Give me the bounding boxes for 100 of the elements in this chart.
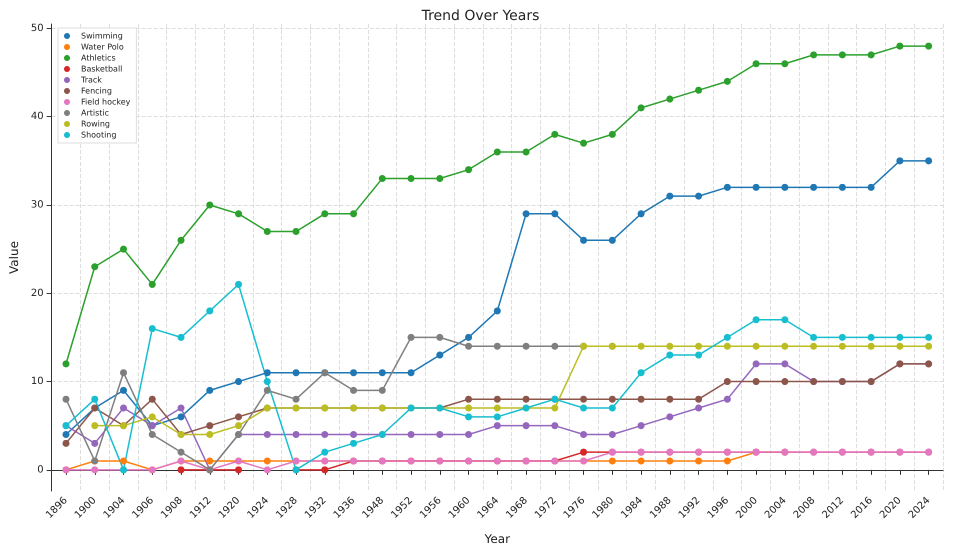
point (695, 352, 702, 359)
point (321, 448, 328, 456)
point (724, 457, 731, 464)
point (752, 184, 760, 191)
legend-label: Track (80, 76, 102, 84)
point (408, 334, 415, 341)
point (148, 431, 156, 438)
y-tick-label: 20 (30, 288, 44, 299)
point (608, 130, 616, 138)
point (724, 184, 731, 191)
point (925, 157, 932, 164)
point (838, 184, 846, 191)
point (178, 448, 185, 456)
point (148, 413, 156, 420)
point (551, 342, 558, 350)
point (781, 184, 788, 191)
point (522, 210, 530, 218)
point (120, 369, 128, 376)
point (608, 396, 616, 403)
point (264, 466, 271, 474)
point (465, 431, 472, 438)
point (666, 352, 674, 359)
point (781, 342, 788, 350)
point (810, 184, 818, 191)
point (666, 457, 674, 464)
point (178, 236, 185, 244)
point (206, 422, 214, 430)
point (522, 342, 530, 350)
point (580, 404, 588, 412)
point (321, 466, 328, 474)
legend-label: Athletics (81, 54, 116, 62)
point (896, 42, 904, 50)
point (925, 342, 932, 350)
legend-label: Fencing (81, 86, 112, 96)
point (724, 78, 731, 85)
point (781, 60, 788, 68)
point (206, 386, 214, 394)
point (695, 457, 702, 464)
point (235, 210, 242, 218)
point (666, 96, 674, 103)
point (896, 157, 904, 164)
point (120, 386, 128, 394)
point (292, 228, 300, 235)
point (781, 360, 788, 368)
point (494, 422, 501, 430)
point (666, 342, 674, 350)
point (752, 378, 760, 386)
y-tick-label: 50 (30, 22, 44, 34)
point (408, 174, 415, 182)
point (638, 210, 645, 218)
y-axis-title: Value (7, 241, 21, 274)
point (494, 342, 501, 350)
point (868, 184, 875, 191)
point (551, 210, 558, 218)
x-axis-title: Year (484, 532, 510, 546)
point (810, 51, 818, 58)
point (235, 378, 242, 386)
point (408, 431, 415, 438)
point (608, 457, 616, 464)
point (350, 369, 358, 376)
legend-label: Artistic (81, 108, 110, 118)
point (695, 342, 702, 350)
point (580, 236, 588, 244)
point (120, 246, 128, 253)
point (638, 369, 645, 376)
point (724, 334, 731, 341)
point (925, 42, 932, 50)
point (148, 325, 156, 332)
point (350, 431, 358, 438)
legend-label: Swimming (81, 32, 123, 40)
point (781, 378, 788, 386)
point (465, 342, 472, 350)
point (62, 431, 70, 438)
point (752, 60, 760, 68)
point (522, 148, 530, 156)
point (62, 360, 70, 368)
point (436, 431, 444, 438)
point (695, 192, 702, 200)
point (551, 404, 558, 412)
point (292, 369, 300, 376)
point (494, 413, 501, 420)
point (91, 396, 98, 403)
point (638, 396, 645, 403)
y-tick-label: 30 (30, 199, 44, 210)
point (465, 404, 472, 412)
point (868, 342, 875, 350)
y-tick-label: 10 (30, 376, 44, 388)
point (62, 396, 70, 403)
point (896, 342, 904, 350)
point (264, 457, 271, 464)
point (810, 334, 818, 341)
point (868, 334, 875, 341)
point (436, 352, 444, 359)
point (724, 396, 731, 403)
legend-label: Water Polo (81, 42, 124, 52)
point (206, 431, 214, 438)
point (264, 369, 271, 376)
point (752, 316, 760, 324)
point (91, 422, 98, 430)
point (838, 334, 846, 341)
